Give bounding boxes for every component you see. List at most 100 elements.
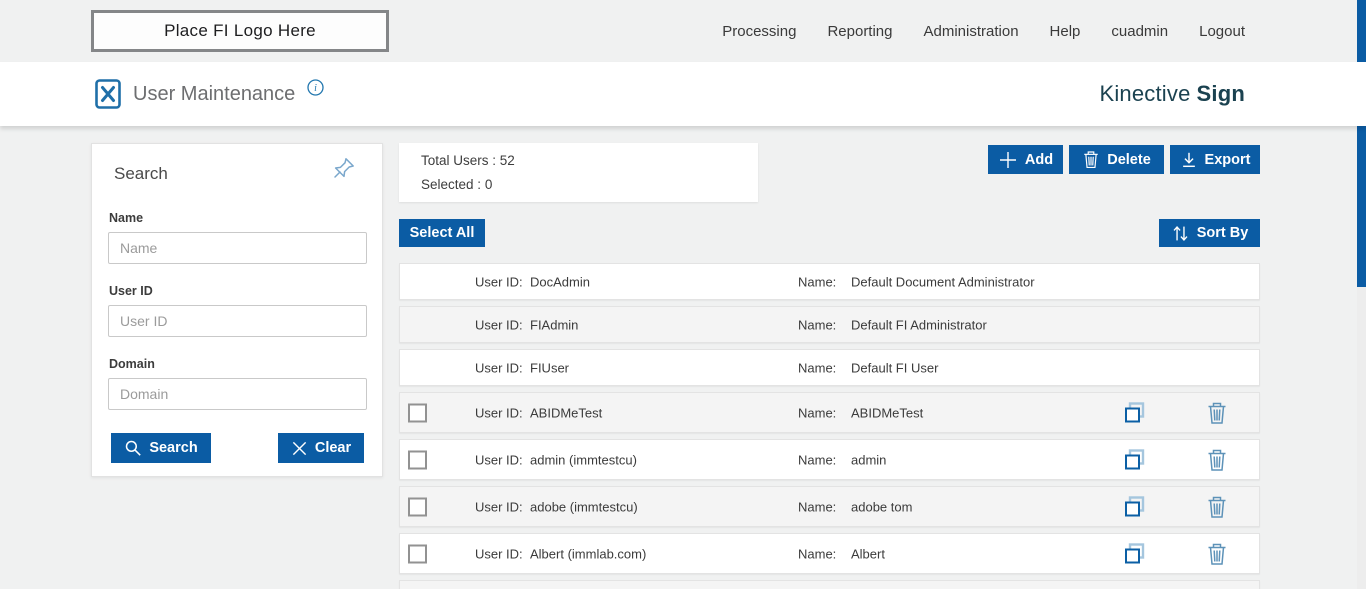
- add-user-button[interactable]: Add: [988, 145, 1063, 174]
- page-scrollbar-thumb[interactable]: [1357, 0, 1366, 287]
- name-label: Name:: [798, 274, 837, 289]
- user-row-fiadmin: User ID: FIAdmin Name: Default FI Admini…: [399, 306, 1260, 343]
- name-label: Name:: [798, 452, 837, 467]
- user-id-label: User ID:: [475, 546, 523, 561]
- user-id-label: User ID:: [475, 452, 523, 467]
- total-users-label: Total Users :: [421, 153, 497, 168]
- user-id-value: FIUser: [530, 360, 569, 375]
- pin-icon[interactable]: [332, 156, 356, 185]
- name-value: ABIDMeTest: [851, 405, 924, 420]
- export-button-label: Export: [1204, 151, 1251, 168]
- nav-item-administration[interactable]: Administration: [923, 22, 1019, 40]
- name-value: Default FI Administrator: [851, 317, 987, 332]
- select-all-label: Select All: [409, 225, 475, 241]
- user-id-value: ABIDMeTest: [530, 405, 603, 420]
- search-button-label: Search: [149, 440, 198, 456]
- svg-text:i: i: [314, 83, 317, 94]
- name-label: Name:: [798, 360, 837, 375]
- clear-button[interactable]: Clear: [278, 433, 364, 463]
- clear-x-icon: [292, 441, 306, 455]
- domain-field[interactable]: [108, 378, 367, 410]
- name-field[interactable]: [108, 232, 367, 264]
- fi-logo-text: Place FI Logo Here: [164, 21, 316, 40]
- plus-icon: [999, 151, 1016, 168]
- user-row-adobe[interactable]: User ID: adobe (immtestcu) Name: adobe t…: [399, 486, 1260, 527]
- sort-arrows-icon: [1173, 225, 1188, 241]
- user-row-abidmetest[interactable]: User ID: ABIDMeTest Name: ABIDMeTest: [399, 392, 1260, 433]
- delete-user-icon[interactable]: [1206, 542, 1228, 566]
- user-id-value: admin (immtestcu): [530, 452, 637, 467]
- user-row-partial[interactable]: User ID: Name:: [399, 580, 1260, 589]
- user-row-admin[interactable]: User ID: admin (immtestcu) Name: admin: [399, 439, 1260, 480]
- user-id-label: User ID:: [475, 274, 523, 289]
- row-checkbox[interactable]: [408, 497, 427, 516]
- copy-user-icon[interactable]: [1122, 400, 1147, 425]
- copy-user-icon[interactable]: [1122, 541, 1147, 566]
- name-label: Name:: [798, 317, 837, 332]
- nav-item-user-cuadmin[interactable]: cuadmin: [1111, 22, 1169, 40]
- user-id-field[interactable]: [108, 305, 367, 337]
- delete-users-button[interactable]: Delete: [1069, 145, 1164, 174]
- sort-by-button[interactable]: Sort By: [1159, 219, 1260, 247]
- delete-user-icon[interactable]: [1206, 448, 1228, 472]
- name-value: Default Document Administrator: [851, 274, 1035, 289]
- search-icon: [126, 440, 142, 456]
- fi-logo-placeholder: Place FI Logo Here: [91, 10, 389, 52]
- select-all-button[interactable]: Select All: [399, 219, 485, 247]
- brand-logo: Kinective Sign: [1099, 62, 1245, 126]
- trash-icon: [1084, 151, 1098, 169]
- user-id-value: adobe (immtestcu): [530, 499, 638, 514]
- delete-user-icon[interactable]: [1206, 401, 1228, 425]
- user-id-value: Albert (immlab.com): [530, 546, 647, 561]
- user-id-label: User ID:: [475, 405, 523, 420]
- row-checkbox[interactable]: [408, 544, 427, 563]
- total-users-count: 52: [499, 153, 515, 168]
- nav-item-logout[interactable]: Logout: [1199, 22, 1245, 40]
- search-panel: Search Name User ID Domain Search Clear: [91, 143, 383, 477]
- user-maintenance-page-icon: [95, 79, 121, 109]
- sort-by-label: Sort By: [1196, 225, 1249, 241]
- nav-item-reporting[interactable]: Reporting: [827, 22, 893, 40]
- page-scrollbar-track[interactable]: [1357, 0, 1366, 589]
- user-id-label: User ID:: [475, 499, 523, 514]
- top-navigation: Processing Reporting Administration Help…: [722, 0, 1245, 62]
- user-row-albert[interactable]: User ID: Albert (immlab.com) Name: Alber…: [399, 533, 1260, 574]
- name-label: Name:: [798, 546, 837, 561]
- name-value: adobe tom: [851, 499, 913, 514]
- name-value: Albert: [851, 546, 885, 561]
- top-bar: Place FI Logo Here Processing Reporting …: [0, 0, 1366, 62]
- selected-label: Selected :: [421, 177, 482, 192]
- nav-item-processing[interactable]: Processing: [722, 22, 797, 40]
- user-list: User ID: DocAdmin Name: Default Document…: [399, 263, 1260, 589]
- delete-user-icon[interactable]: [1206, 495, 1228, 519]
- name-value: Default FI User: [851, 360, 939, 375]
- add-button-label: Add: [1024, 151, 1054, 168]
- delete-button-label: Delete: [1107, 151, 1151, 168]
- page-header: User Maintenance i Kinective Sign: [0, 62, 1366, 126]
- export-users-button[interactable]: Export: [1170, 145, 1260, 174]
- selected-count: 0: [484, 177, 493, 192]
- search-panel-title: Search: [114, 164, 168, 183]
- copy-user-icon[interactable]: [1122, 447, 1147, 472]
- user-id-label: User ID:: [475, 360, 523, 375]
- user-row-docadmin: User ID: DocAdmin Name: Default Document…: [399, 263, 1260, 300]
- brand-name-bold: Sign: [1196, 81, 1245, 106]
- row-checkbox[interactable]: [408, 450, 427, 469]
- download-icon: [1182, 152, 1195, 167]
- user-id-field-label: User ID: [109, 284, 153, 298]
- brand-name-regular: Kinective: [1099, 81, 1191, 106]
- name-label: Name:: [798, 499, 837, 514]
- user-row-fiuser: User ID: FIUser Name: Default FI User: [399, 349, 1260, 386]
- clear-button-label: Clear: [314, 440, 352, 456]
- copy-user-icon[interactable]: [1122, 494, 1147, 519]
- search-button[interactable]: Search: [111, 433, 211, 463]
- page-title: User Maintenance: [133, 82, 296, 105]
- row-checkbox[interactable]: [408, 403, 427, 422]
- nav-item-help[interactable]: Help: [1049, 22, 1081, 40]
- user-id-label: User ID:: [475, 317, 523, 332]
- name-label: Name:: [798, 405, 837, 420]
- name-value: admin: [851, 452, 887, 467]
- domain-field-label: Domain: [109, 357, 155, 371]
- user-id-value: DocAdmin: [530, 274, 590, 289]
- info-icon[interactable]: i: [307, 78, 324, 96]
